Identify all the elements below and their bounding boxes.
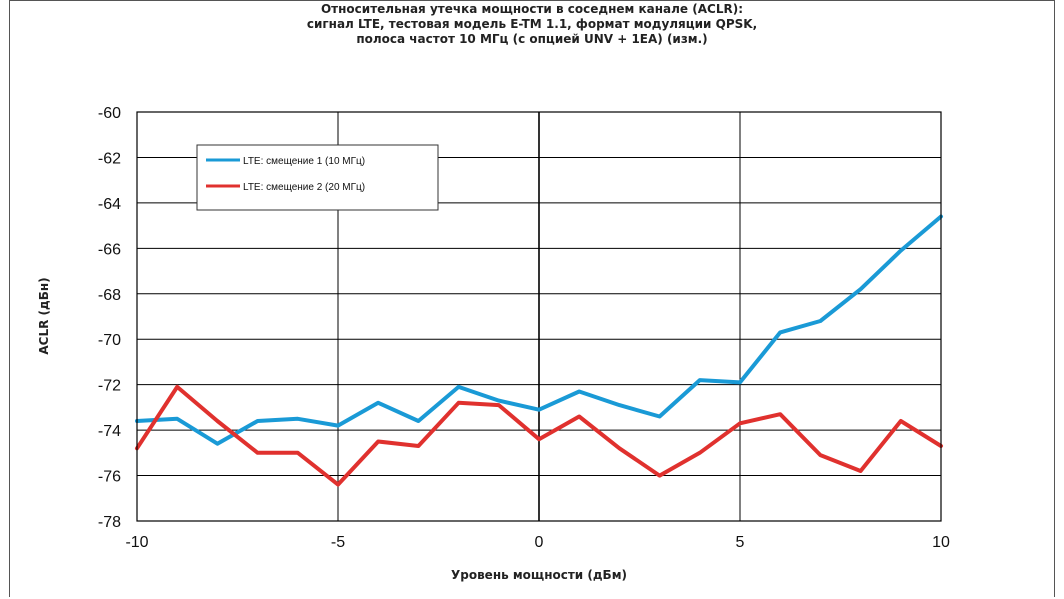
data-point-series-1 [899, 249, 903, 253]
data-point-series-2 [416, 444, 420, 448]
x-tick-label: 10 [932, 534, 950, 551]
data-point-series-1 [256, 419, 260, 423]
data-point-series-2 [175, 385, 179, 389]
data-point-series-1 [859, 287, 863, 291]
data-point-series-2 [778, 412, 782, 416]
data-point-series-1 [376, 401, 380, 405]
data-point-series-2 [296, 451, 300, 455]
x-tick-label: -10 [125, 534, 148, 551]
data-point-series-1 [617, 403, 621, 407]
data-point-series-2 [738, 421, 742, 425]
y-tick-label: -60 [98, 105, 121, 122]
data-point-series-1 [537, 408, 541, 412]
x-tick-labels: -10 -5 0 5 10 [125, 534, 950, 551]
y-tick-label: -62 [98, 150, 121, 167]
x-tick-label: 5 [736, 534, 745, 551]
data-point-series-2 [457, 401, 461, 405]
data-point-series-2 [698, 451, 702, 455]
data-point-series-1 [577, 390, 581, 393]
data-point-series-2 [859, 469, 863, 473]
y-tick-label: -64 [98, 196, 121, 213]
data-point-series-2 [899, 419, 903, 423]
series-lines [135, 214, 943, 487]
y-axis-label: ACLR (дБн) [37, 277, 51, 354]
data-point-series-2 [497, 403, 501, 407]
data-point-series-2 [376, 440, 380, 443]
x-tick-label: -5 [331, 534, 345, 551]
data-point-series-2 [336, 483, 340, 487]
data-point-series-1 [416, 419, 420, 423]
y-tick-labels: -60 -62 -64 -66 -68 -70 -72 -74 -76 -78 [98, 105, 121, 531]
x-axis-label: Уровень мощности (дБм) [451, 568, 627, 582]
data-point-series-2 [256, 451, 260, 455]
data-point-series-1 [738, 380, 742, 384]
data-point-series-2 [577, 415, 581, 418]
legend-box [196, 144, 439, 211]
data-point-series-1 [698, 378, 702, 382]
data-point-series-2 [658, 474, 662, 478]
data-point-series-1 [457, 385, 461, 389]
chart-title-line-3: полоса частот 10 МГц (с опцией UNV + 1EA… [356, 32, 708, 46]
y-tick-label: -68 [98, 287, 121, 304]
chart-title: Относительная утечка мощности в соседнем… [0, 2, 1064, 47]
y-tick-label: -66 [98, 241, 121, 258]
data-point-series-1 [497, 399, 501, 403]
x-tick-label: 0 [535, 534, 544, 551]
y-tick-label: -78 [98, 514, 121, 531]
legend-label-series-2: LTE: смещение 2 (20 МГц) [243, 182, 365, 193]
y-tick-label: -76 [98, 469, 121, 486]
chart-frame [9, 0, 1055, 597]
data-point-series-1 [175, 417, 179, 421]
y-tick-label: -74 [98, 423, 121, 440]
data-point-series-2 [818, 453, 822, 457]
chart-title-line-1: Относительная утечка мощности в соседнем… [320, 2, 743, 16]
data-point-series-1 [818, 319, 822, 323]
legend: LTE: смещение 1 (10 МГц) LTE: смещение 2… [196, 144, 439, 211]
y-tick-label: -70 [98, 332, 121, 349]
data-point-series-1 [658, 415, 662, 418]
data-point-series-1 [778, 330, 782, 334]
data-point-series-1 [215, 442, 219, 446]
plot-area-border [136, 111, 942, 522]
data-point-series-2 [537, 437, 541, 441]
legend-label-series-1: LTE: смещение 1 (10 МГц) [243, 156, 365, 167]
data-point-series-1 [336, 424, 340, 428]
y-tick-label: -72 [98, 378, 121, 395]
data-point-series-1 [296, 417, 300, 421]
data-point-series-2 [215, 419, 219, 423]
chart-title-line-2: сигнал LTE, тестовая модель E-TM 1.1, фо… [306, 17, 758, 31]
data-point-series-2 [617, 446, 621, 450]
